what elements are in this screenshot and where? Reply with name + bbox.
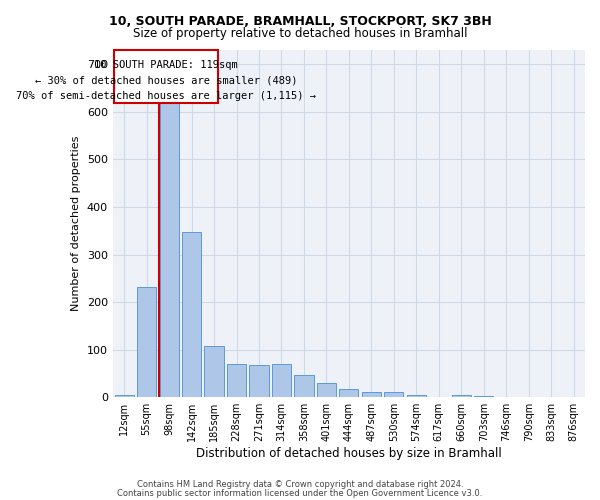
Text: Size of property relative to detached houses in Bramhall: Size of property relative to detached ho… <box>133 28 467 40</box>
Bar <box>385 392 403 397</box>
Bar <box>407 395 426 397</box>
Bar <box>452 395 471 397</box>
Text: 70% of semi-detached houses are larger (1,115) →: 70% of semi-detached houses are larger (… <box>16 92 316 102</box>
Bar <box>362 392 381 397</box>
Bar <box>340 388 358 397</box>
Text: Contains HM Land Registry data © Crown copyright and database right 2024.: Contains HM Land Registry data © Crown c… <box>137 480 463 489</box>
Bar <box>160 78 179 397</box>
Text: 10 SOUTH PARADE: 119sqm: 10 SOUTH PARADE: 119sqm <box>94 60 238 70</box>
Text: 10, SOUTH PARADE, BRAMHALL, STOCKPORT, SK7 3BH: 10, SOUTH PARADE, BRAMHALL, STOCKPORT, S… <box>109 15 491 28</box>
Bar <box>295 375 314 397</box>
Y-axis label: Number of detached properties: Number of detached properties <box>71 136 82 312</box>
Bar <box>317 383 336 397</box>
X-axis label: Distribution of detached houses by size in Bramhall: Distribution of detached houses by size … <box>196 447 502 460</box>
Bar <box>250 366 269 397</box>
Bar <box>115 395 134 397</box>
Text: Contains public sector information licensed under the Open Government Licence v3: Contains public sector information licen… <box>118 488 482 498</box>
Bar <box>474 396 493 397</box>
Bar <box>227 364 246 397</box>
Bar <box>137 287 156 397</box>
Bar <box>272 364 291 397</box>
Bar <box>205 346 224 397</box>
FancyBboxPatch shape <box>113 50 218 104</box>
Bar <box>182 232 201 397</box>
Text: ← 30% of detached houses are smaller (489): ← 30% of detached houses are smaller (48… <box>35 76 297 86</box>
